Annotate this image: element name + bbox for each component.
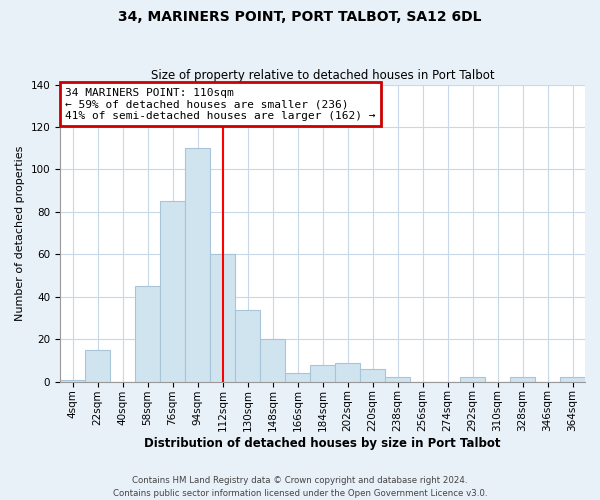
Bar xyxy=(335,362,360,382)
Text: 34 MARINERS POINT: 110sqm
← 59% of detached houses are smaller (236)
41% of semi: 34 MARINERS POINT: 110sqm ← 59% of detac… xyxy=(65,88,376,120)
Bar xyxy=(460,378,485,382)
Bar xyxy=(160,202,185,382)
Text: 34, MARINERS POINT, PORT TALBOT, SA12 6DL: 34, MARINERS POINT, PORT TALBOT, SA12 6D… xyxy=(118,10,482,24)
Bar xyxy=(235,310,260,382)
Text: Contains HM Land Registry data © Crown copyright and database right 2024.
Contai: Contains HM Land Registry data © Crown c… xyxy=(113,476,487,498)
Title: Size of property relative to detached houses in Port Talbot: Size of property relative to detached ho… xyxy=(151,69,494,82)
Bar xyxy=(285,373,310,382)
Bar xyxy=(560,378,585,382)
Bar xyxy=(360,369,385,382)
Bar xyxy=(135,286,160,382)
Bar xyxy=(185,148,210,382)
Bar xyxy=(510,378,535,382)
Y-axis label: Number of detached properties: Number of detached properties xyxy=(15,146,25,321)
Bar xyxy=(60,380,85,382)
Bar xyxy=(210,254,235,382)
Bar xyxy=(260,339,285,382)
Bar xyxy=(310,364,335,382)
Bar xyxy=(85,350,110,382)
X-axis label: Distribution of detached houses by size in Port Talbot: Distribution of detached houses by size … xyxy=(144,437,501,450)
Bar xyxy=(385,378,410,382)
